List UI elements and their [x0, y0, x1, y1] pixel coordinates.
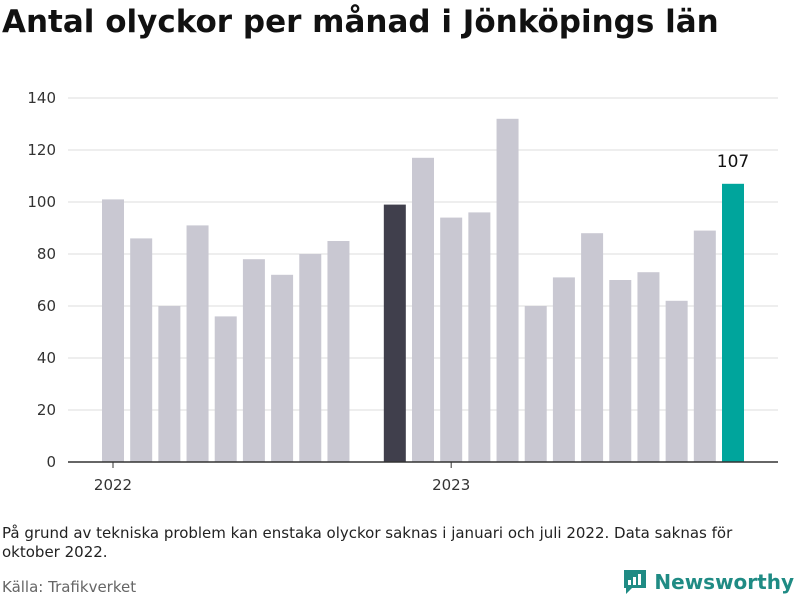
bar	[468, 212, 491, 462]
y-tick-label: 0	[46, 453, 56, 471]
chart-footnote: På grund av tekniska problem kan enstaka…	[2, 524, 733, 561]
brand-logo: Newsworthy	[622, 568, 794, 596]
bar	[665, 300, 688, 462]
bar	[524, 306, 547, 462]
bar	[214, 316, 237, 462]
data-label: 107	[717, 152, 749, 172]
bar	[552, 277, 575, 462]
bar	[693, 230, 716, 462]
bar	[496, 118, 519, 463]
bar-chart: 0 20 40 60 80 100 120 140 107 2022 2023	[27, 89, 778, 494]
bar	[609, 280, 632, 462]
bar	[242, 259, 265, 462]
bar	[722, 183, 744, 463]
y-tick-label: 40	[37, 349, 56, 367]
bar	[412, 157, 434, 463]
source-text: Källa: Trafikverket	[2, 578, 137, 596]
bar	[637, 272, 660, 462]
bar	[440, 217, 463, 462]
bar	[327, 241, 350, 462]
y-tick-label: 120	[27, 141, 56, 159]
brand-name: Newsworthy	[654, 570, 794, 594]
bar	[158, 306, 181, 462]
x-tick-label: 2022	[94, 476, 132, 494]
y-tick-label: 80	[37, 245, 56, 263]
bar	[299, 254, 322, 462]
bar	[383, 204, 406, 462]
y-tick-label: 140	[27, 89, 56, 107]
bar	[186, 225, 209, 462]
bar	[271, 274, 294, 462]
bar	[130, 238, 153, 462]
y-tick-label: 100	[27, 193, 56, 211]
newsworthy-logo-icon	[624, 570, 647, 594]
chart-title: Antal olyckor per månad i Jönköpings län	[2, 4, 719, 40]
y-tick-label: 20	[37, 401, 56, 419]
y-tick-label: 60	[37, 297, 56, 315]
bar	[102, 199, 124, 462]
x-tick-label: 2023	[432, 476, 470, 494]
bar	[581, 233, 604, 462]
